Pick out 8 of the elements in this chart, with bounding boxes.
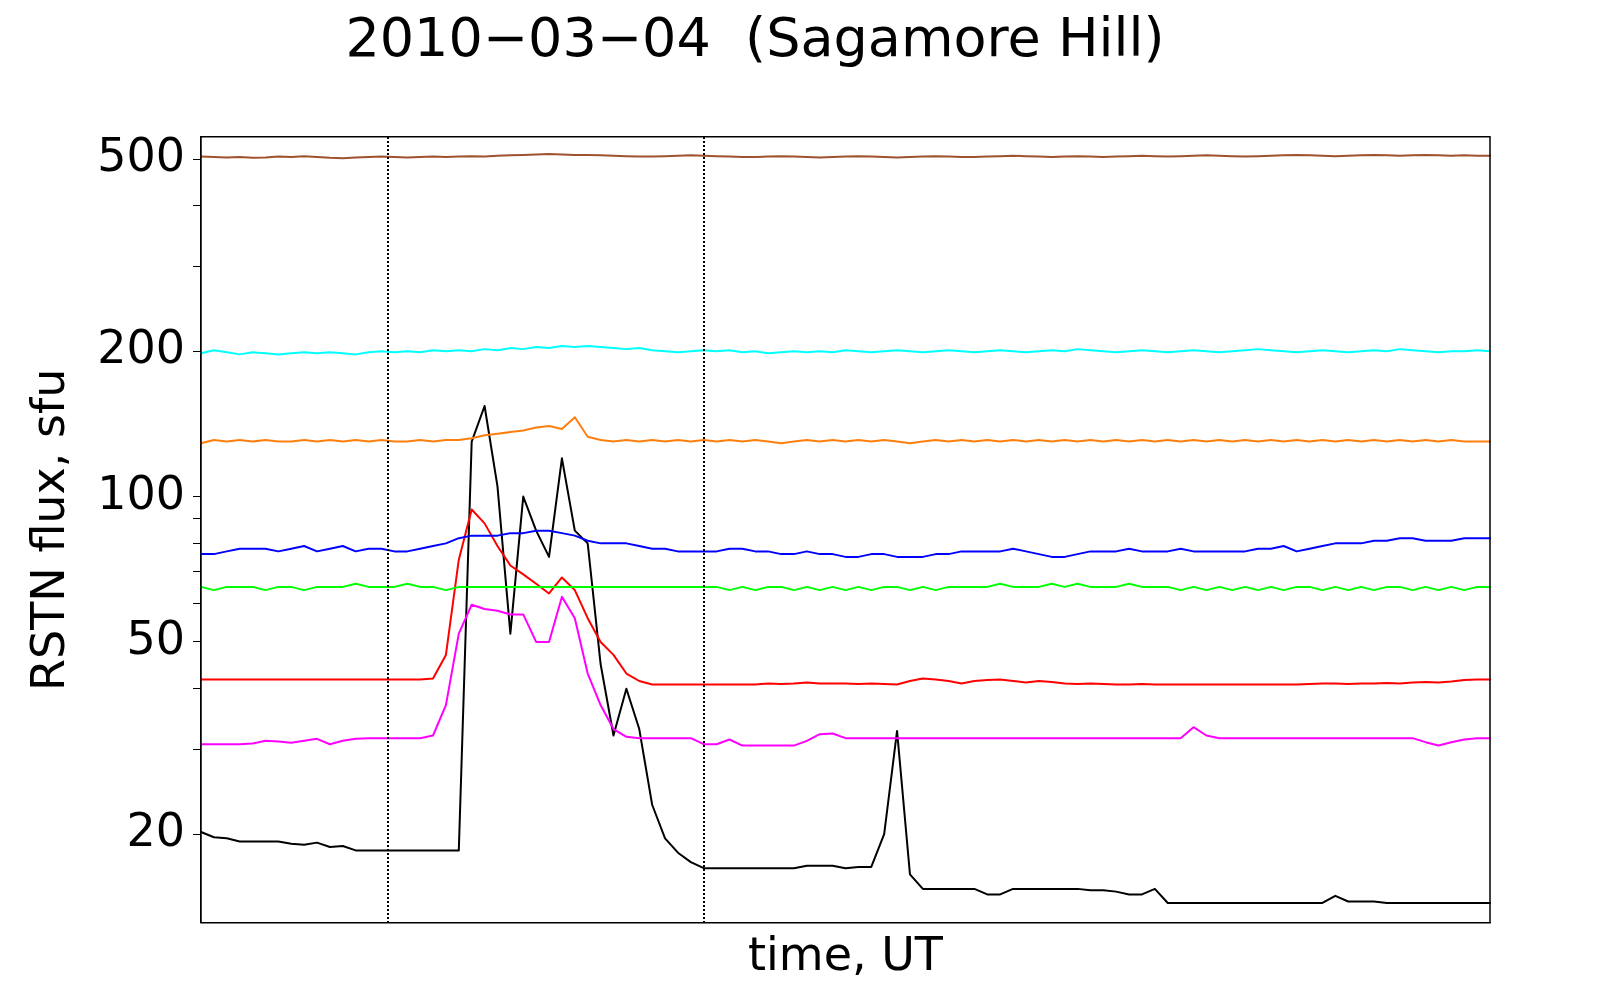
y-tick-label: 500 bbox=[97, 128, 185, 183]
chart-title: 2010−03−04 (Sagamore Hill) bbox=[345, 6, 1165, 70]
y-tick-label: 20 bbox=[126, 803, 185, 858]
y-tick-label: 50 bbox=[126, 610, 185, 665]
y-tick-label: 200 bbox=[97, 320, 185, 375]
x-axis-title: time, UT bbox=[748, 927, 944, 982]
y-tick-label: 100 bbox=[97, 465, 185, 520]
y-axis-title: RSTN flux, sfu bbox=[20, 368, 75, 691]
